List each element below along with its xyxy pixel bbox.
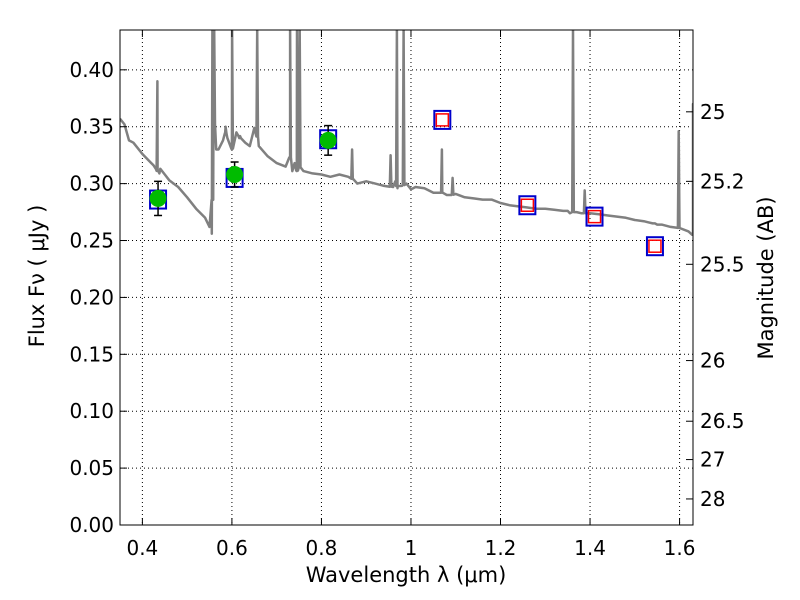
observed-flux-point bbox=[319, 131, 337, 149]
x-tick-label: 1.2 bbox=[485, 536, 517, 560]
axis-ticks: 0.4 0.6 0.8 1 1.2 1.4 1.6 0.00 0.05 0.10 0.15 0.20 0… bbox=[69, 30, 745, 560]
model-spectrum bbox=[120, 30, 693, 237]
mag-tick-label: 28 bbox=[700, 487, 725, 511]
y-tick-label: 0.10 bbox=[69, 399, 114, 423]
x-tick-label: 0.8 bbox=[306, 536, 338, 560]
x-tick-label: 0.6 bbox=[216, 536, 248, 560]
x-tick-label: 1.6 bbox=[664, 536, 696, 560]
model-flux-box bbox=[518, 195, 537, 216]
upper-limit-box bbox=[587, 209, 602, 224]
grid-lines bbox=[120, 30, 693, 526]
photometry-points bbox=[149, 109, 664, 257]
y2-axis-title: Magnitude (AB) bbox=[754, 196, 778, 359]
y-tick-label: 0.15 bbox=[69, 342, 114, 366]
y-tick-label: 0.30 bbox=[69, 172, 114, 196]
x-tick-label: 0.4 bbox=[126, 536, 158, 560]
mag-tick-label: 25 bbox=[700, 100, 725, 124]
plot-frame bbox=[119, 29, 694, 526]
y-tick-label: 0.05 bbox=[69, 456, 114, 480]
mag-tick-label: 26.5 bbox=[700, 409, 745, 433]
y-tick-label: 0.00 bbox=[69, 513, 114, 537]
upper-limit-box bbox=[435, 113, 450, 127]
mag-tick-label: 25.2 bbox=[700, 169, 745, 193]
model-spectrum-line bbox=[120, 30, 693, 237]
upper-limit-box bbox=[520, 198, 535, 212]
observed-flux-point bbox=[226, 166, 244, 184]
upper-limit-box bbox=[648, 239, 662, 253]
model-flux-box bbox=[645, 236, 664, 257]
model-flux-box bbox=[433, 109, 452, 130]
mag-tick-label: 27 bbox=[700, 448, 725, 472]
x-tick-label: 1.4 bbox=[574, 536, 606, 560]
x-axis-title: Wavelength λ (μm) bbox=[306, 563, 507, 587]
x-tick-label: 1 bbox=[405, 536, 418, 560]
model-flux-box bbox=[585, 206, 604, 227]
y-tick-label: 0.40 bbox=[69, 58, 114, 82]
y-tick-label: 0.20 bbox=[69, 285, 114, 309]
y-tick-label: 0.35 bbox=[69, 115, 114, 139]
observed-flux-point bbox=[149, 189, 167, 207]
mag-tick-label: 25.5 bbox=[700, 252, 745, 276]
y-tick-label: 0.25 bbox=[69, 229, 114, 253]
y-axis-title: Flux Fν ( μJy ) bbox=[25, 205, 49, 348]
mag-tick-label: 26 bbox=[700, 349, 725, 373]
